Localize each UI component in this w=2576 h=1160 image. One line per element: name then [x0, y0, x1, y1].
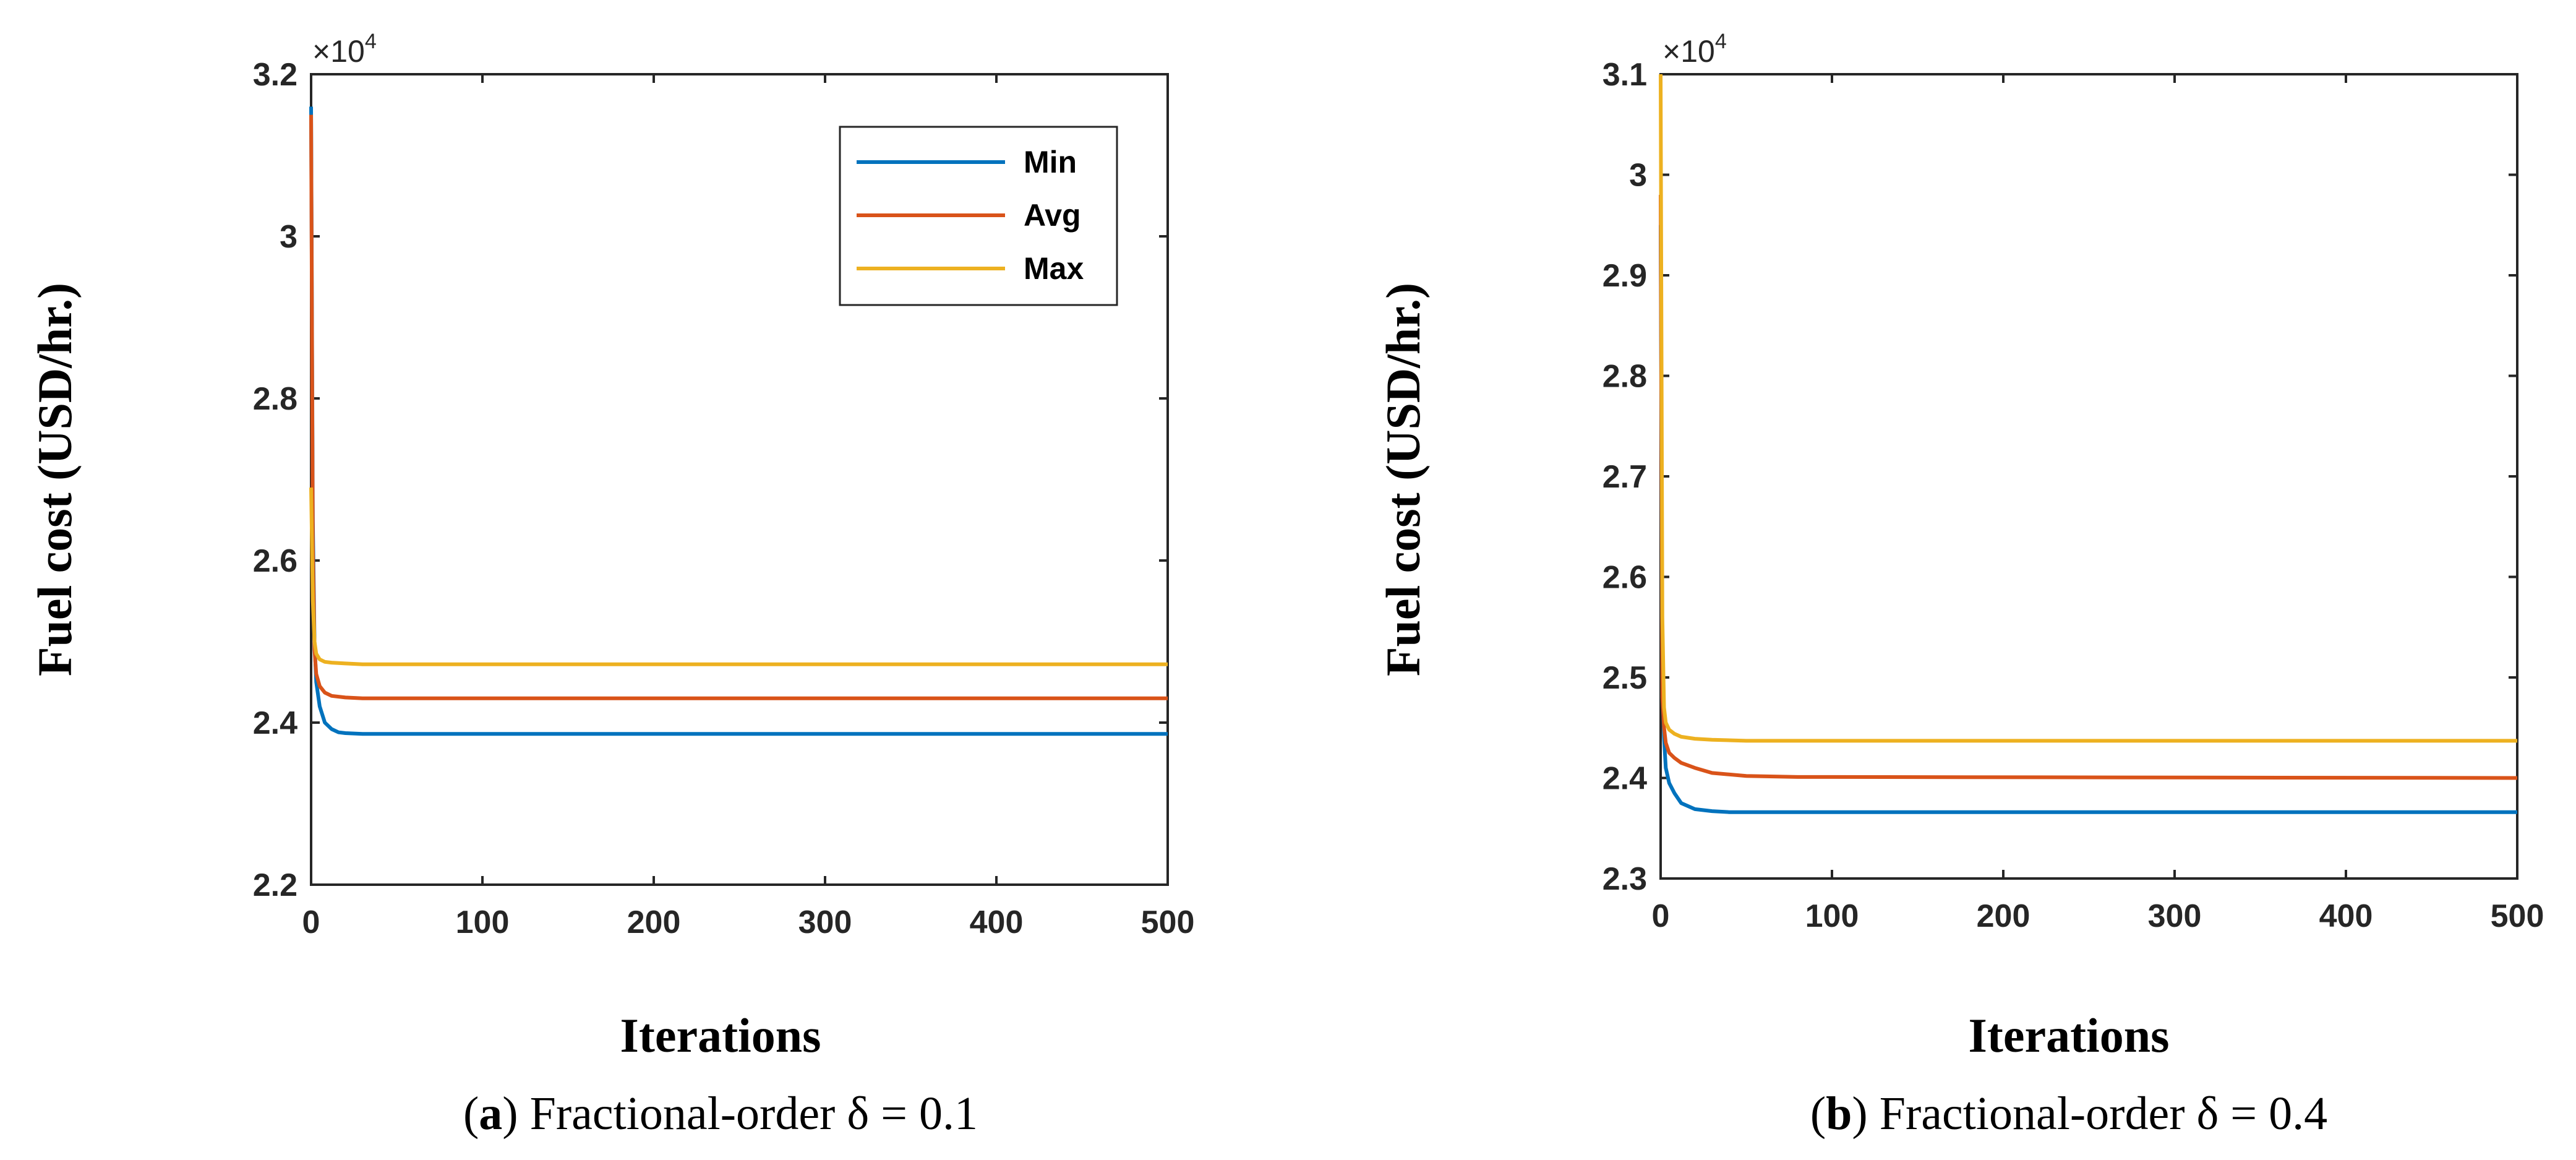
panel-a-x-tick-label: 0 — [302, 904, 320, 940]
panel-a-legend-label-avg: Avg — [1024, 198, 1081, 233]
panel-a-caption: (a) Fractional-order δ = 0.1 — [463, 1088, 978, 1140]
panel-a: 0 100 200 300 400 500 2.2 2.4 2.6 2.8 3 3.2 ×104 Fu… — [28, 30, 1194, 1140]
panel-a-y-tick-label: 2.6 — [253, 543, 297, 579]
panel-a-legend-label-min: Min — [1024, 145, 1077, 179]
panel-a-y-exponent: ×104 — [312, 30, 377, 69]
panel-b-x-tick-label: 100 — [1805, 898, 1859, 934]
panel-b-x-tick-label: 200 — [1977, 898, 2030, 934]
panel-a-x-tick-label: 300 — [798, 904, 852, 940]
panel-a-series-max — [309, 488, 1168, 666]
panel-a-plot-lines — [309, 106, 1168, 736]
panel-a-x-tick-label: 200 — [627, 904, 681, 940]
panel-a-legend-label-max: Max — [1024, 251, 1084, 286]
panel-a-tick-labels: 0 100 200 300 400 500 2.2 2.4 2.6 2.8 3 3.2 — [253, 57, 1195, 940]
panel-a-y-tick-label: 3.2 — [253, 57, 297, 93]
panel-a-y-tick-label: 2.8 — [253, 381, 297, 417]
panel-b-tick-labels: 0 100 200 300 400 500 2.3 2.4 2.5 2.6 2.7 2.8 2.9 3 3.… — [1603, 57, 2544, 934]
panel-b-caption: (b) Fractional-order δ = 0.4 — [1810, 1088, 2327, 1140]
panel-b-x-tick-label: 0 — [1652, 898, 1670, 934]
panel-b-x-tick-label: 500 — [2491, 898, 2544, 934]
panel-b-axes — [1659, 73, 2518, 880]
panel-b-y-tick-label: 3 — [1629, 158, 1647, 194]
panel-a-x-tick-label: 400 — [970, 904, 1024, 940]
panel-b-y-tick-label: 3.1 — [1603, 57, 1647, 93]
panel-b-series-max — [1659, 74, 2517, 743]
panel-a-y-tick-label: 2.2 — [253, 867, 297, 903]
panel-b-plot-lines — [1659, 74, 2518, 814]
panel-b-x-axis-title: Iterations — [1969, 1008, 2170, 1062]
panel-a-y-axis-title: Fuel cost (USD/hr.) — [28, 283, 82, 676]
panel-a-y-tick-label: 3 — [280, 219, 297, 255]
panel-a-x-tick-label: 100 — [456, 904, 510, 940]
panel-b-y-tick-label: 2.4 — [1603, 761, 1647, 797]
panel-b-y-axis-title: Fuel cost (USD/hr.) — [1376, 283, 1430, 676]
panel-b-y-tick-label: 2.6 — [1603, 560, 1647, 596]
panel-b-x-tick-label: 400 — [2319, 898, 2373, 934]
panel-b-x-tick-label: 300 — [2148, 898, 2202, 934]
panel-a-legend: Min Avg Max — [839, 126, 1118, 306]
panel-b-y-tick-label: 2.7 — [1603, 459, 1647, 495]
panel-b-y-tick-label: 2.8 — [1603, 359, 1647, 395]
panel-b-y-tick-label: 2.5 — [1603, 660, 1647, 696]
panel-b-y-tick-label: 2.3 — [1603, 861, 1647, 897]
panel-a-x-axis-title: Iterations — [620, 1008, 821, 1062]
panel-b-series-avg — [1659, 194, 2518, 780]
panel-a-y-tick-label: 2.4 — [253, 705, 297, 741]
panel-b-y-exponent: ×104 — [1662, 30, 1727, 69]
panel-b-y-tick-label: 2.9 — [1603, 258, 1647, 294]
panel-b: 0 100 200 300 400 500 2.3 2.4 2.5 2.6 2.7 2.8 2.9 3 3.… — [1376, 30, 2544, 1140]
panel-a-x-tick-label: 500 — [1141, 904, 1195, 940]
